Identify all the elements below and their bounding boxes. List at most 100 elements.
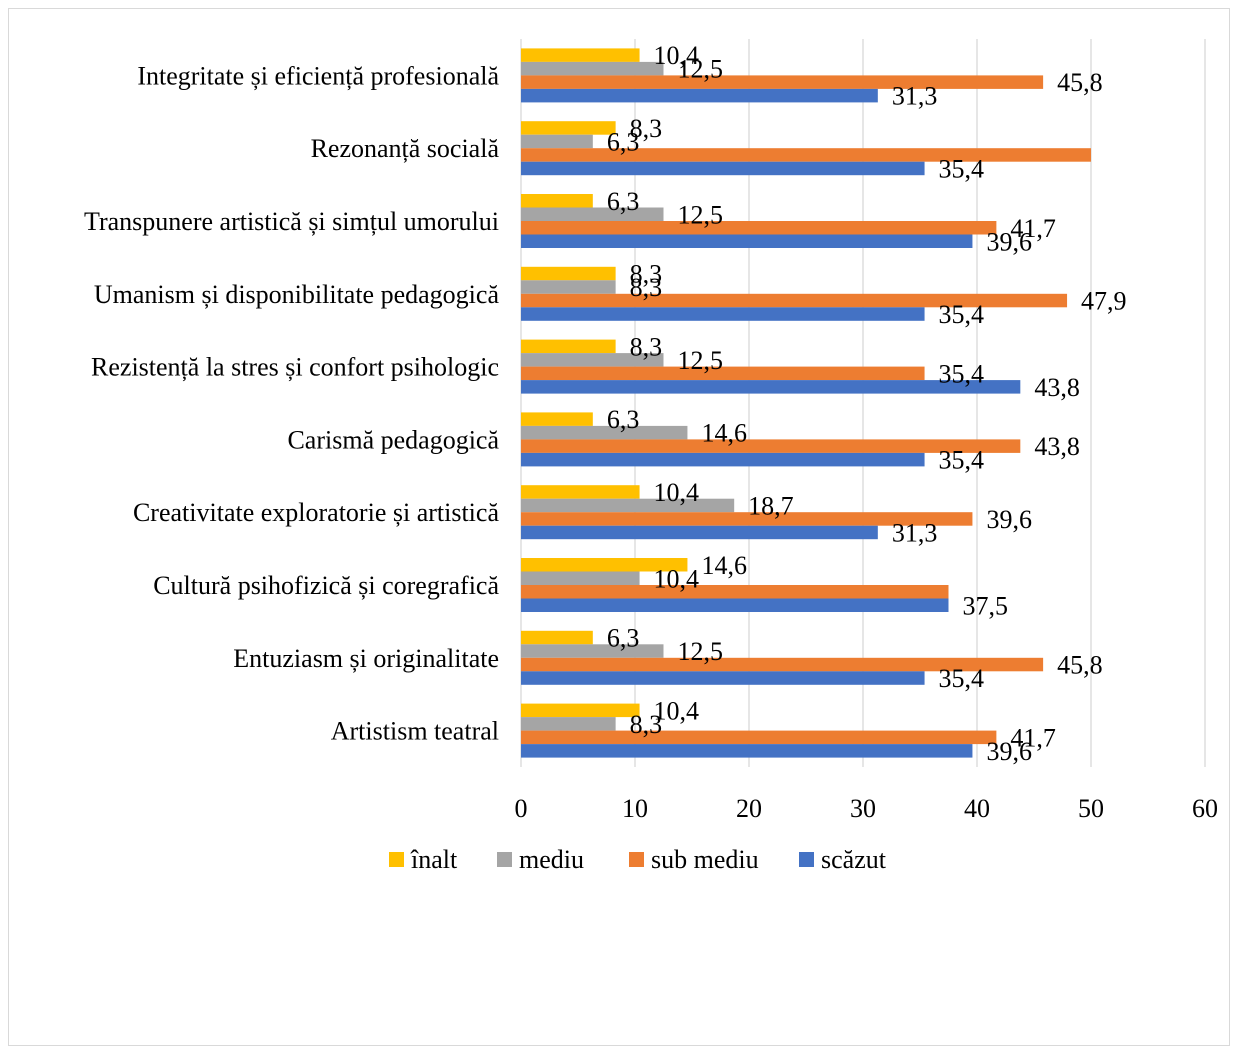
- category-label: Entuziasm și originalitate: [233, 644, 499, 673]
- data-label: 10,4: [654, 478, 700, 507]
- bar-sub-mediu: [521, 366, 925, 381]
- data-label: 6,3: [607, 624, 640, 653]
- category-label: Rezistență la stres și confort psihologi…: [91, 353, 499, 382]
- bar-sub-mediu: [521, 221, 997, 235]
- bar-înalt: [521, 266, 616, 281]
- data-label: 14,6: [701, 419, 747, 448]
- bar-înalt: [521, 412, 593, 426]
- bar-înalt: [521, 630, 593, 645]
- data-label: 45,8: [1057, 68, 1103, 97]
- category-label: Artistism teatral: [331, 717, 499, 746]
- chart-frame: 10,4 12,5 45,8 31,3 8,3 6,3 35,4 6,3 12,5 41,7 39,…: [8, 8, 1230, 1046]
- x-tick-label: 50: [1078, 794, 1104, 823]
- data-label: 41,7: [1010, 723, 1056, 752]
- x-tick-label: 60: [1192, 794, 1218, 823]
- data-label: 39,6: [986, 227, 1031, 256]
- x-tick-label: 10: [622, 794, 648, 823]
- bar-scăzut: [521, 307, 925, 321]
- bar-sub-mediu: [521, 293, 1068, 308]
- data-label: 8,3: [630, 260, 663, 289]
- data-label: 35,4: [939, 359, 985, 388]
- data-label: 45,8: [1057, 651, 1103, 680]
- legend-label: scăzut: [821, 845, 887, 874]
- bar-sub-mediu: [521, 75, 1044, 89]
- legend-swatch: [629, 852, 644, 867]
- legend-label: înalt: [410, 845, 458, 874]
- data-label: 6,3: [607, 187, 640, 216]
- bar-mediu: [521, 498, 735, 513]
- data-label: 35,4: [939, 300, 985, 329]
- bar-sub-mediu: [521, 148, 1091, 162]
- bar-înalt: [521, 558, 688, 572]
- bar-scăzut: [521, 598, 949, 612]
- bar-sub-mediu: [521, 657, 1044, 672]
- data-label: 8,3: [630, 114, 663, 143]
- legend-swatch: [497, 852, 512, 867]
- x-tick-label: 40: [964, 794, 990, 823]
- data-label: 10,4: [654, 41, 700, 70]
- bar-sub-mediu: [521, 512, 973, 526]
- bar-mediu: [521, 353, 664, 367]
- category-label: Creativitate exploratorie și artistică: [133, 498, 499, 527]
- bar-scăzut: [521, 525, 878, 540]
- x-tick-label: 0: [515, 794, 528, 823]
- data-label: 39,6: [986, 737, 1031, 766]
- data-label: 41,7: [1010, 214, 1056, 243]
- data-labels: 10,412,5 45,831,38,36,335,46,3 12,5 41,739,…: [607, 41, 1127, 766]
- bar-scăzut: [521, 161, 925, 176]
- bar-sub-mediu: [521, 730, 997, 745]
- bar-scăzut: [521, 671, 925, 685]
- bar-scăzut: [521, 88, 878, 103]
- bar-mediu: [521, 280, 616, 294]
- data-label: 8,3: [630, 332, 663, 361]
- data-label: 43,8: [1034, 373, 1080, 402]
- legend: înalt mediu sub mediu scăzut: [389, 845, 887, 874]
- bar-înalt: [521, 339, 616, 354]
- category-label: Integritate și eficiență profesională: [137, 61, 499, 90]
- bar-înalt: [521, 48, 640, 62]
- category-labels: Integritate și eficiență profesională Rez…: [84, 61, 499, 745]
- data-label: 8,3: [630, 710, 663, 739]
- data-label: 6,3: [607, 127, 640, 156]
- bar-mediu: [521, 644, 664, 658]
- bar-scăzut: [521, 380, 1021, 394]
- data-label: 8,3: [630, 273, 663, 302]
- data-label: 10,4: [654, 564, 700, 593]
- bar-înalt: [521, 194, 593, 208]
- category-label: Transpunere artistică și simțul umorului: [84, 207, 499, 236]
- data-label: 6,3: [607, 405, 640, 434]
- bar-mediu: [521, 134, 593, 149]
- data-label: 12,5: [678, 637, 724, 666]
- bar-mediu: [521, 571, 640, 585]
- category-label: Rezonanță socială: [311, 134, 500, 163]
- data-label: 43,8: [1034, 432, 1080, 461]
- data-label: 12,5: [678, 346, 724, 375]
- data-label: 12,5: [678, 200, 724, 229]
- data-label: 39,6: [986, 505, 1031, 534]
- bar-scăzut: [521, 452, 925, 467]
- bar-sub-mediu: [521, 585, 949, 599]
- category-label: Carismă pedagogică: [287, 425, 499, 454]
- legend-swatch: [389, 852, 404, 867]
- bar-scăzut: [521, 744, 973, 758]
- data-label: 35,4: [939, 446, 985, 475]
- data-label: 35,4: [939, 154, 985, 183]
- bar-sub-mediu: [521, 439, 1021, 453]
- bar-înalt: [521, 703, 640, 718]
- category-label: Umanism și disponibilitate pedagogică: [94, 280, 500, 309]
- legend-swatch: [799, 852, 814, 867]
- data-label: 31,3: [892, 82, 938, 111]
- data-label: 12,5: [678, 55, 724, 84]
- bar-chart: 10,412,5 45,831,38,36,335,46,3 12,5 41,739,…: [84, 39, 1218, 874]
- bar-mediu: [521, 207, 664, 221]
- data-label: 35,4: [939, 664, 985, 693]
- bar-mediu: [521, 61, 664, 76]
- x-tick-label: 20: [736, 794, 762, 823]
- bar-înalt: [521, 121, 616, 135]
- legend-label: sub mediu: [651, 845, 759, 874]
- category-label: Cultură psihofizică și coregrafică: [153, 571, 499, 600]
- bar-mediu: [521, 717, 616, 731]
- bar-scăzut: [521, 234, 973, 248]
- data-label: 10,4: [654, 696, 700, 725]
- data-label: 14,6: [701, 551, 747, 580]
